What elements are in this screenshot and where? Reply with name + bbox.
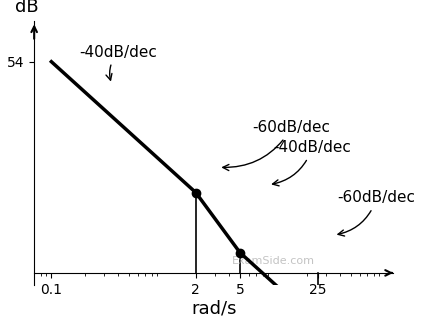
Text: ExamSide.com: ExamSide.com bbox=[231, 256, 314, 266]
Text: -40dB/dec: -40dB/dec bbox=[272, 140, 351, 186]
Y-axis label: dB: dB bbox=[15, 0, 39, 16]
Text: -60dB/dec: -60dB/dec bbox=[337, 190, 415, 236]
X-axis label: rad/s: rad/s bbox=[190, 299, 236, 318]
Text: -60dB/dec: -60dB/dec bbox=[222, 120, 330, 171]
Text: -40dB/dec: -40dB/dec bbox=[80, 45, 157, 80]
